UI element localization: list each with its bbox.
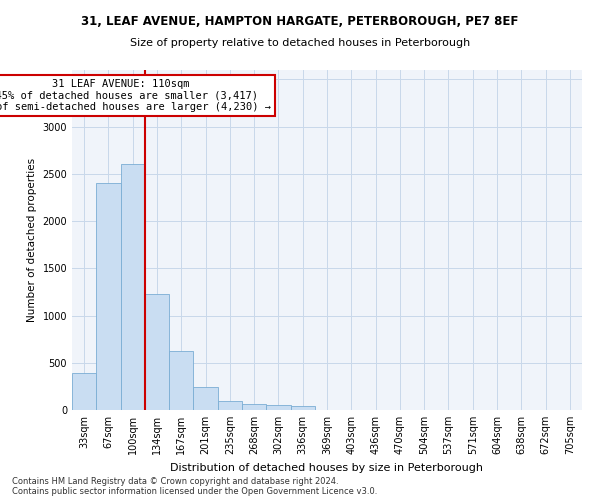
- Text: Size of property relative to detached houses in Peterborough: Size of property relative to detached ho…: [130, 38, 470, 48]
- Text: Contains public sector information licensed under the Open Government Licence v3: Contains public sector information licen…: [12, 487, 377, 496]
- Text: 31 LEAF AVENUE: 110sqm
← 45% of detached houses are smaller (3,417)
55% of semi-: 31 LEAF AVENUE: 110sqm ← 45% of detached…: [0, 79, 271, 112]
- Y-axis label: Number of detached properties: Number of detached properties: [27, 158, 37, 322]
- Bar: [242, 404, 266, 410]
- Text: 31, LEAF AVENUE, HAMPTON HARGATE, PETERBOROUGH, PE7 8EF: 31, LEAF AVENUE, HAMPTON HARGATE, PETERB…: [82, 15, 518, 28]
- Bar: [96, 184, 121, 410]
- Bar: [145, 294, 169, 410]
- Bar: [121, 164, 145, 410]
- Bar: [218, 400, 242, 410]
- Text: Contains HM Land Registry data © Crown copyright and database right 2024.: Contains HM Land Registry data © Crown c…: [12, 477, 338, 486]
- Bar: [290, 406, 315, 410]
- Bar: [72, 373, 96, 410]
- Bar: [169, 352, 193, 410]
- Bar: [193, 387, 218, 410]
- Bar: [266, 406, 290, 410]
- X-axis label: Distribution of detached houses by size in Peterborough: Distribution of detached houses by size …: [170, 462, 484, 472]
